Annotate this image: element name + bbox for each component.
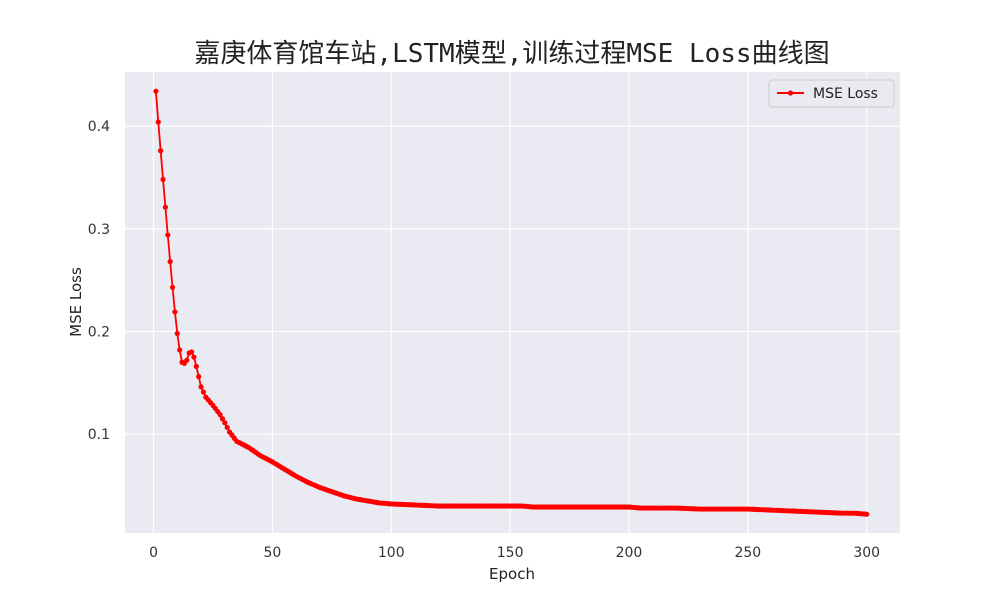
y-axis-label: MSE Loss	[67, 267, 85, 337]
data-point	[219, 416, 226, 422]
data-point	[196, 374, 202, 380]
data-point	[174, 330, 180, 337]
y-tick-label: 0.4	[88, 119, 110, 135]
x-tick-label: 100	[378, 545, 405, 561]
x-tick-label: 250	[734, 545, 761, 561]
legend-marker-swatch	[787, 90, 794, 96]
y-tick-label: 0.2	[88, 324, 110, 340]
data-point	[172, 309, 178, 315]
data-point	[153, 88, 159, 94]
data-point	[162, 204, 169, 210]
data-point	[155, 119, 161, 125]
y-tick-label: 0.3	[88, 222, 110, 238]
x-tick-label: 200	[616, 545, 643, 561]
data-point	[177, 347, 183, 353]
data-point	[222, 420, 228, 426]
chart-title: 嘉庚体育馆车站,LSTM模型,训练过程MSE Loss曲线图	[194, 39, 829, 69]
data-point	[169, 284, 176, 290]
data-point	[160, 176, 166, 183]
plot-area	[125, 72, 900, 533]
data-point	[191, 354, 197, 360]
tick-layer: 0 50 100 150 200 250 300 0.1 0.2 0.3 0.4	[88, 119, 880, 561]
x-tick-label: 300	[853, 545, 880, 561]
data-point	[200, 389, 207, 395]
x-tick-label: 0	[149, 545, 158, 561]
data-point	[167, 259, 173, 265]
data-point	[217, 412, 223, 418]
data-point	[188, 349, 195, 355]
y-tick-label: 0.1	[88, 427, 110, 443]
data-point	[864, 511, 870, 517]
grid-layer	[125, 72, 900, 533]
data-point	[198, 384, 204, 390]
data-point	[165, 232, 171, 238]
x-tick-label: 150	[497, 545, 524, 561]
legend: MSE Loss	[768, 79, 895, 108]
series-layer	[153, 88, 870, 517]
data-point	[184, 357, 190, 363]
x-tick-label: 50	[263, 545, 281, 561]
data-point	[193, 363, 199, 369]
data-point	[224, 424, 230, 431]
legend-label: MSE Loss	[813, 86, 878, 102]
legend-box	[768, 79, 895, 108]
x-axis-label: Epoch	[489, 565, 535, 583]
data-point	[158, 148, 164, 154]
